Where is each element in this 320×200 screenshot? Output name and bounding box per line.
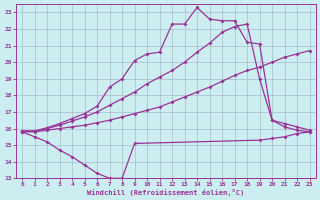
X-axis label: Windchill (Refroidissement éolien,°C): Windchill (Refroidissement éolien,°C) xyxy=(87,189,244,196)
